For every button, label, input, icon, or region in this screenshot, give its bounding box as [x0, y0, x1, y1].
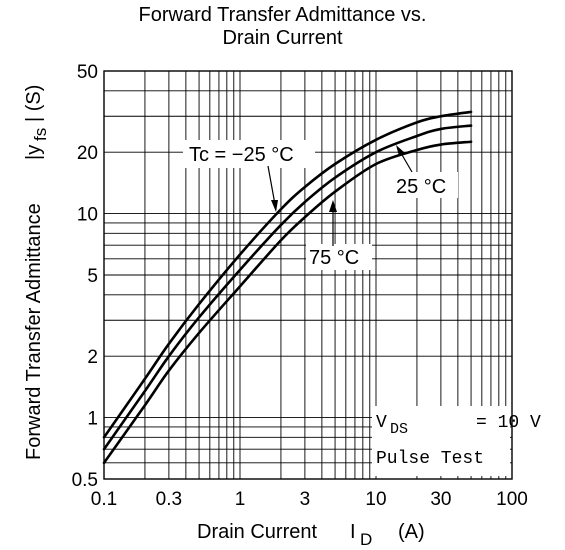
x-tick-label: 100 [496, 489, 528, 510]
series-line-2 [102, 124, 473, 451]
x-tick-label: 0.3 [156, 489, 182, 510]
y-tick-labels: 0.5 1 2 5 10 20 50 [72, 62, 98, 491]
x-tick-label: 1 [235, 489, 246, 510]
t25-arrow-head [396, 145, 405, 156]
x-axis-symbol: I [350, 521, 356, 543]
t25-label-bg [392, 172, 458, 198]
y-tick-label: 2 [87, 347, 98, 368]
chart-title-line1: Forward Transfer Admittance vs. [138, 4, 427, 26]
pulse-test-label: Pulse Test [376, 449, 484, 469]
series-line-1 [102, 110, 473, 439]
x-tick-label: 30 [430, 489, 451, 510]
vds-sub: DS [390, 421, 408, 438]
t75-label: 75 °C [309, 247, 359, 269]
chart-title-line2: Drain Current [222, 27, 343, 49]
y-axis-label-main: Forward Transfer Admittance [23, 203, 45, 460]
y-axis-symbol: |y [23, 145, 45, 160]
t25-label: 25 °C [396, 176, 446, 198]
t75-label-bg [306, 244, 372, 270]
x-tick-label: 3 [300, 489, 311, 510]
y-axis-sub: fs [31, 128, 50, 141]
x-tick-labels: 0.1 0.3 1 3 10 30 100 [91, 489, 528, 510]
y-tick-label: 10 [77, 205, 98, 226]
tc-label-bg [183, 140, 315, 168]
y-tick-label: 50 [77, 62, 98, 83]
series-group [102, 110, 473, 465]
y-tick-label: 5 [87, 266, 98, 287]
x-tick-label: 0.1 [91, 489, 117, 510]
x-axis-label: Drain Current [197, 521, 317, 543]
tc-arrow-head [271, 200, 278, 212]
vds-value: = 10 V [476, 413, 541, 433]
plot-frame [103, 70, 513, 480]
x-tick-label: 10 [365, 489, 386, 510]
tc-label: Tc = −25 °C [189, 144, 294, 166]
y-axis-unit: | (S) [23, 85, 45, 122]
y-tick-label: 20 [77, 143, 98, 164]
y-tick-label: 1 [87, 409, 98, 430]
vds-prefix: V [376, 413, 387, 433]
series-line-3 [102, 140, 473, 465]
x-axis-unit: (A) [398, 521, 425, 543]
x-axis-sub: D [360, 530, 372, 549]
conditions-box [372, 406, 510, 476]
t75-arrow-head [329, 200, 337, 212]
y-tick-label: 0.5 [72, 470, 98, 491]
y-axis-label: Forward Transfer Admittance |y fs | (S) [23, 85, 50, 460]
